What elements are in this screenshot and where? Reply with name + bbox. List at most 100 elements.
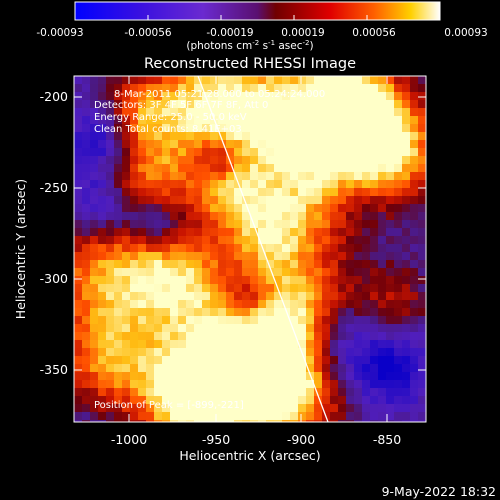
image-pixel <box>90 404 98 412</box>
image-pixel <box>322 348 330 356</box>
image-pixel <box>98 404 106 412</box>
image-pixel <box>210 204 218 212</box>
image-pixel <box>362 412 370 420</box>
image-pixel <box>354 404 362 412</box>
image-pixel <box>130 324 138 332</box>
image-pixel <box>370 116 378 124</box>
image-pixel <box>178 244 186 252</box>
image-pixel <box>394 332 402 340</box>
image-pixel <box>82 260 90 268</box>
image-pixel <box>114 244 122 252</box>
image-pixel <box>234 164 242 172</box>
image-pixel <box>146 212 154 220</box>
image-pixel <box>290 84 298 92</box>
image-pixel <box>210 308 218 316</box>
image-pixel <box>258 372 266 380</box>
image-pixel <box>258 404 266 412</box>
image-pixel <box>162 140 170 148</box>
image-pixel <box>170 92 178 100</box>
image-pixel <box>370 180 378 188</box>
image-pixel <box>394 196 402 204</box>
image-pixel <box>130 220 138 228</box>
image-pixel <box>202 420 210 422</box>
image-pixel <box>186 412 194 420</box>
image-pixel <box>122 252 130 260</box>
image-pixel <box>306 412 314 420</box>
image-pixel <box>338 76 346 84</box>
image-pixel <box>354 300 362 308</box>
image-pixel <box>106 244 114 252</box>
image-pixel <box>234 172 242 180</box>
image-pixel <box>130 140 138 148</box>
image-pixel <box>138 84 146 92</box>
image-pixel <box>138 156 146 164</box>
image-pixel <box>98 100 106 108</box>
image-pixel <box>394 348 402 356</box>
image-pixel <box>130 76 138 84</box>
image-pixel <box>354 148 362 156</box>
image-pixel <box>322 388 330 396</box>
image-pixel <box>306 252 314 260</box>
image-pixel <box>138 348 146 356</box>
image-pixel <box>178 156 186 164</box>
image-pixel <box>226 348 234 356</box>
image-pixel <box>234 132 242 140</box>
image-pixel <box>330 116 338 124</box>
image-pixel <box>218 380 226 388</box>
image-pixel <box>378 348 386 356</box>
image-pixel <box>130 284 138 292</box>
image-pixel <box>210 188 218 196</box>
image-pixel <box>242 356 250 364</box>
image-pixel <box>242 188 250 196</box>
image-pixel <box>322 364 330 372</box>
image-pixel <box>82 388 90 396</box>
image-pixel <box>130 244 138 252</box>
image-pixel <box>282 100 290 108</box>
image-pixel <box>130 340 138 348</box>
image-pixel <box>362 188 370 196</box>
image-pixel <box>354 92 362 100</box>
image-pixel <box>410 340 418 348</box>
image-pixel <box>178 76 186 84</box>
image-pixel <box>114 316 122 324</box>
image-pixel <box>314 324 322 332</box>
image-pixel <box>346 340 354 348</box>
image-pixel <box>146 196 154 204</box>
image-pixel <box>250 396 258 404</box>
image-pixel <box>242 180 250 188</box>
image-pixel <box>186 268 194 276</box>
image-pixel <box>274 356 282 364</box>
image-pixel <box>346 156 354 164</box>
image-pixel <box>98 84 106 92</box>
image-pixel <box>402 420 410 422</box>
image-pixel <box>314 308 322 316</box>
image-pixel <box>106 132 114 140</box>
image-pixel <box>210 92 218 100</box>
image-pixel <box>74 180 82 188</box>
image-pixel <box>226 420 234 422</box>
image-pixel <box>74 100 82 108</box>
image-pixel <box>266 204 274 212</box>
image-pixel <box>74 220 82 228</box>
image-pixel <box>82 404 90 412</box>
image-pixel <box>386 108 394 116</box>
image-pixel <box>186 188 194 196</box>
image-pixel <box>98 132 106 140</box>
image-pixel <box>274 252 282 260</box>
image-pixel <box>362 252 370 260</box>
image-pixel <box>258 172 266 180</box>
image-pixel <box>178 420 186 422</box>
image-pixel <box>234 220 242 228</box>
image-pixel <box>258 420 266 422</box>
image-pixel <box>418 284 426 292</box>
image-pixel <box>338 132 346 140</box>
image-pixel <box>370 308 378 316</box>
image-pixel <box>170 276 178 284</box>
image-pixel <box>82 188 90 196</box>
image-pixel <box>314 420 322 422</box>
image-pixel <box>194 140 202 148</box>
image-pixel <box>106 396 114 404</box>
image-pixel <box>362 340 370 348</box>
image-pixel <box>250 268 258 276</box>
image-pixel <box>138 252 146 260</box>
